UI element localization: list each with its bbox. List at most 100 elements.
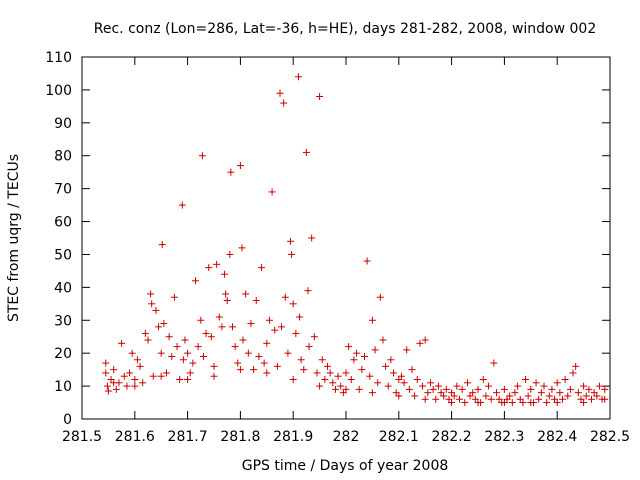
data-point	[524, 392, 532, 400]
data-point	[548, 385, 556, 393]
data-point	[139, 379, 147, 387]
data-point	[382, 362, 390, 370]
data-point	[202, 329, 210, 337]
data-point	[421, 395, 429, 403]
data-point	[186, 369, 194, 377]
data-point	[379, 336, 387, 344]
y-tick-label: 100	[45, 83, 72, 99]
y-axis-ticks: 0 10 20 30 40 50 60 70 80 90 100 110	[45, 50, 610, 428]
data-point	[545, 392, 553, 400]
data-point	[302, 148, 310, 156]
data-point	[363, 257, 371, 265]
data-point	[133, 356, 141, 364]
data-point	[268, 188, 276, 196]
data-point	[585, 385, 593, 393]
data-point	[450, 392, 458, 400]
y-tick-label: 0	[63, 412, 72, 428]
data-point	[397, 372, 405, 380]
x-tick-label: 282.4	[537, 429, 577, 445]
data-point	[103, 382, 111, 390]
data-point	[278, 323, 286, 331]
data-point	[580, 382, 588, 390]
data-point	[511, 389, 519, 397]
data-point	[485, 382, 493, 390]
data-point	[429, 385, 437, 393]
data-point	[458, 385, 466, 393]
data-point	[210, 362, 218, 370]
data-point	[263, 369, 271, 377]
data-point	[582, 392, 590, 400]
data-point	[218, 323, 226, 331]
data-point	[519, 399, 527, 407]
data-point	[162, 369, 170, 377]
data-point	[236, 366, 244, 374]
data-point	[411, 392, 419, 400]
data-point	[543, 399, 551, 407]
data-point	[405, 385, 413, 393]
data-point	[569, 369, 577, 377]
data-point	[313, 369, 321, 377]
data-point	[593, 392, 601, 400]
data-point	[222, 290, 230, 298]
data-point	[157, 372, 165, 380]
data-point	[276, 89, 284, 97]
x-tick-label: 281.9	[273, 429, 313, 445]
data-point	[136, 362, 144, 370]
data-point	[572, 362, 580, 370]
data-point	[179, 356, 187, 364]
data-point	[556, 389, 564, 397]
data-point	[263, 339, 271, 347]
data-point	[535, 395, 543, 403]
data-point	[265, 316, 273, 324]
data-point	[104, 387, 112, 395]
data-point	[532, 379, 540, 387]
data-point	[258, 264, 266, 272]
x-tick-label: 281.8	[220, 429, 260, 445]
data-point	[390, 369, 398, 377]
data-point	[490, 359, 498, 367]
data-point	[247, 320, 255, 328]
data-point	[284, 349, 292, 357]
data-point	[173, 343, 181, 351]
data-point	[271, 326, 279, 334]
data-point	[331, 385, 339, 393]
data-point	[395, 392, 403, 400]
data-point	[144, 336, 152, 344]
data-point	[366, 372, 374, 380]
plot-area-frame	[81, 56, 611, 420]
chart-title: Rec. conz (Lon=286, Lat=-36, h=HE), days…	[94, 21, 596, 37]
data-point	[342, 369, 350, 377]
data-point	[321, 376, 329, 384]
data-point	[223, 297, 231, 305]
x-tick-label: 282	[333, 429, 360, 445]
data-point	[426, 379, 434, 387]
data-points	[102, 73, 609, 407]
data-point	[189, 359, 197, 367]
data-point	[110, 379, 118, 387]
data-point	[310, 333, 318, 341]
data-point	[595, 382, 603, 390]
data-point	[118, 339, 126, 347]
data-point	[337, 382, 345, 390]
data-point	[368, 389, 376, 397]
data-point	[221, 270, 229, 278]
data-point	[147, 290, 155, 298]
data-point	[355, 385, 363, 393]
data-point	[199, 352, 207, 360]
data-point	[184, 376, 192, 384]
data-point	[424, 389, 432, 397]
data-point	[234, 359, 242, 367]
data-point	[416, 339, 424, 347]
y-tick-label: 20	[54, 346, 72, 362]
data-point	[294, 73, 302, 81]
data-point	[360, 352, 368, 360]
data-point	[537, 389, 545, 397]
data-point	[413, 376, 421, 384]
data-point	[316, 382, 324, 390]
y-tick-label: 40	[54, 280, 72, 296]
data-point	[403, 346, 411, 354]
data-point	[588, 395, 596, 403]
data-point	[255, 352, 263, 360]
data-point	[316, 92, 324, 100]
